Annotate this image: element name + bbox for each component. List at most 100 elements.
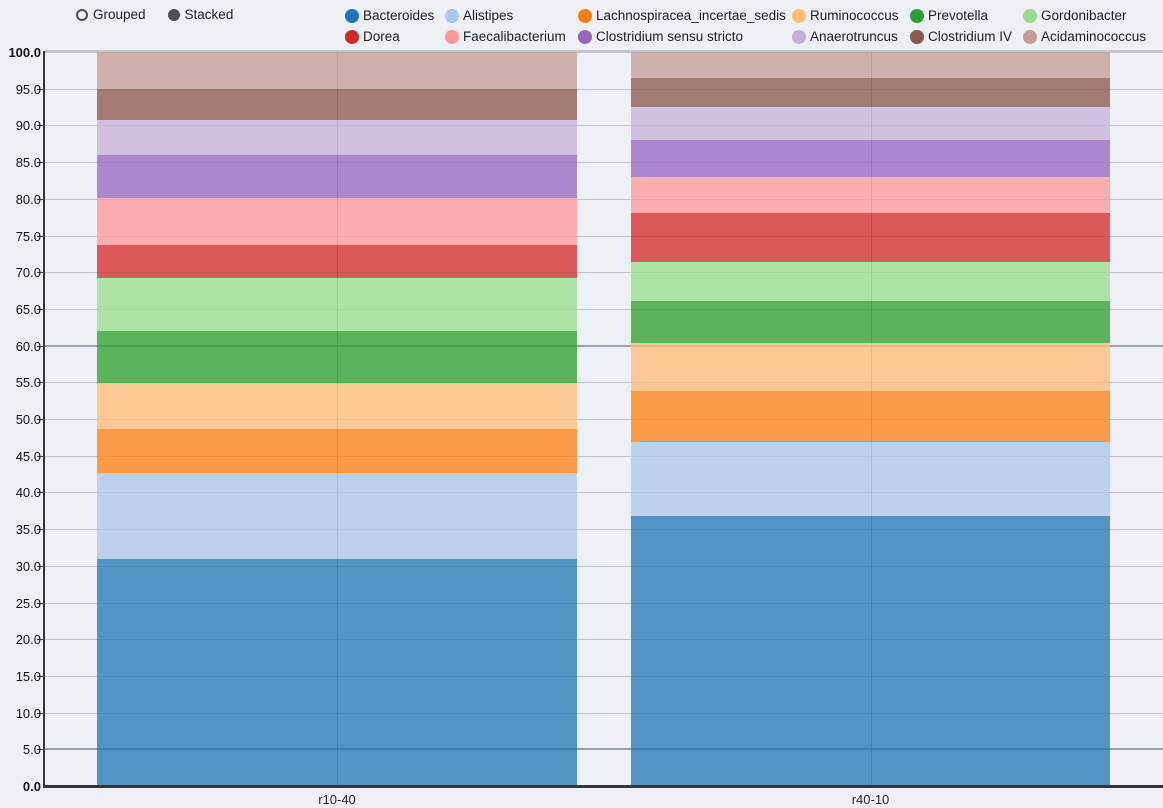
y-tick-15.0 (37, 675, 44, 677)
bar-segment-lachnospiracea-incertae-sedis-r10-40[interactable] (97, 428, 577, 474)
bar-segment-ruminococcus-r10-40[interactable] (97, 383, 577, 429)
bar-segment-anaerotruncus-r40-10[interactable] (631, 107, 1110, 141)
gridline-y-30 (45, 565, 1163, 567)
legend-swatch-icon (345, 30, 359, 44)
legend-swatch-icon (578, 9, 592, 23)
legend-swatch-icon (792, 30, 806, 44)
bar-segment-clostridium-sensu-stricto-r10-40[interactable] (97, 155, 577, 199)
legend-item-gordonibacter[interactable]: Gordonibacter (1023, 8, 1127, 24)
y-tick-90.0 (37, 125, 44, 127)
mode-toggle-grouped[interactable]: Grouped (76, 7, 146, 23)
bar-segment-acidaminococcus-r40-10[interactable] (631, 52, 1110, 79)
legend-item-label: Faecalibacterium (463, 29, 566, 44)
gridline-y-55 (45, 382, 1163, 384)
y-tick-85.0 (37, 162, 44, 164)
y-tick-label-80.0: 80.0 (15, 191, 41, 207)
y-tick-45.0 (37, 455, 44, 457)
gridline-y-100 (45, 52, 1163, 53)
bar-segment-gordonibacter-r40-10[interactable] (631, 261, 1110, 301)
gridline-y-50 (45, 419, 1163, 420)
gridline-y-80 (45, 198, 1163, 200)
y-tick-label-75.0: 75.0 (15, 228, 41, 244)
legend-item-clostridium-sensu-stricto[interactable]: Clostridium sensu stricto (578, 29, 743, 45)
radio-unselected-icon[interactable] (76, 9, 88, 21)
y-tick-label-45.0: 45.0 (15, 448, 41, 464)
legend-swatch-icon (1023, 30, 1037, 44)
bar-segment-prevotella-r40-10[interactable] (631, 300, 1110, 344)
mode-toggle-stacked[interactable]: Stacked (167, 7, 234, 23)
bar-segment-alistipes-r40-10[interactable] (631, 442, 1110, 516)
bar-segment-alistipes-r10-40[interactable] (97, 473, 577, 560)
y-tick-label-60.0: 60.0 (15, 338, 41, 354)
legend-item-acidaminococcus[interactable]: Acidaminococcus (1023, 29, 1146, 45)
legend-swatch-icon (792, 9, 806, 23)
y-tick-label-55.0: 55.0 (15, 375, 41, 391)
legend-item-label: Lachnospiracea_incertae_sedis (596, 8, 786, 23)
legend-swatch-icon (910, 9, 924, 23)
legend-item-label: Bacteroides (363, 8, 435, 23)
legend-item-label: Ruminococcus (810, 8, 899, 23)
legend-item-ruminococcus[interactable]: Ruminococcus (792, 8, 899, 24)
bar-segment-anaerotruncus-r10-40[interactable] (97, 120, 577, 156)
x-category-label-r10-40: r10-40 (318, 792, 356, 807)
legend-item-prevotella[interactable]: Prevotella (910, 8, 988, 24)
y-tick-75.0 (37, 235, 44, 237)
gridline-y-25 (45, 602, 1163, 604)
y-tick-label-35.0: 35.0 (15, 522, 41, 538)
chart-mode-toggle-group: Grouped Stacked (76, 7, 233, 23)
gridline-y-5 (45, 748, 1163, 751)
bar-segment-ruminococcus-r40-10[interactable] (631, 343, 1110, 392)
gridline-y-40 (45, 492, 1163, 494)
bar-segment-clostridium-sensu-stricto-r40-10[interactable] (631, 140, 1110, 177)
y-tick-40.0 (37, 492, 44, 494)
y-axis-line (43, 51, 45, 787)
bar-segment-clostridium-iv-r10-40[interactable] (97, 88, 577, 121)
legend-swatch-icon (910, 30, 924, 44)
legend-item-clostridium-iv[interactable]: Clostridium IV (910, 29, 1012, 45)
bar-segment-faecalibacterium-r40-10[interactable] (631, 176, 1110, 214)
legend-item-bacteroides[interactable]: Bacteroides (345, 8, 434, 24)
mode-toggle-stacked-label: Stacked (184, 7, 234, 22)
y-tick-55.0 (37, 382, 44, 384)
bar-segment-faecalibacterium-r10-40[interactable] (97, 198, 577, 246)
gridline-y-90 (45, 125, 1163, 127)
legend-item-label: Dorea (363, 29, 400, 44)
bar-segment-bacteroides-r10-40[interactable] (97, 559, 577, 786)
y-tick-80.0 (37, 198, 44, 200)
y-tick-5.0 (37, 749, 44, 751)
radio-selected-icon[interactable] (167, 9, 180, 21)
gridline-y-95 (45, 88, 1163, 90)
legend-item-label: Alistipes (463, 8, 514, 23)
bar-segment-gordonibacter-r10-40[interactable] (97, 278, 577, 331)
y-tick-label-30.0: 30.0 (15, 558, 41, 574)
y-tick-label-50.0: 50.0 (15, 412, 41, 427)
legend-item-faecalibacterium[interactable]: Faecalibacterium (445, 29, 566, 45)
legend-item-label: Gordonibacter (1041, 8, 1127, 23)
legend-swatch-icon (445, 9, 459, 23)
legend-item-lachnospiracea-incertae-sedis[interactable]: Lachnospiracea_incertae_sedis (578, 8, 786, 24)
plot-top-border (45, 50, 1163, 52)
bar-segment-dorea-r10-40[interactable] (97, 245, 577, 279)
bar-segment-dorea-r40-10[interactable] (631, 213, 1110, 262)
y-tick-label-100.0: 100.0 (8, 45, 41, 60)
bar-segment-clostridium-iv-r40-10[interactable] (631, 78, 1110, 108)
gridline-y-45 (45, 455, 1163, 457)
legend-item-dorea[interactable]: Dorea (345, 29, 400, 45)
y-tick-label-40.0: 40.0 (15, 485, 41, 501)
gridline-y-70 (45, 272, 1163, 274)
y-tick-label-85.0: 85.0 (15, 155, 41, 171)
legend-swatch-icon (445, 30, 459, 44)
y-tick-label-20.0: 20.0 (15, 632, 41, 648)
bar-segment-acidaminococcus-r10-40[interactable] (97, 51, 577, 89)
legend-swatch-icon (1023, 9, 1037, 23)
bar-segment-bacteroides-r40-10[interactable] (631, 515, 1110, 786)
bar-segment-prevotella-r10-40[interactable] (97, 330, 577, 384)
gridline-y-60 (45, 344, 1163, 347)
y-tick-70.0 (37, 272, 44, 274)
bar-segment-lachnospiracea-incertae-sedis-r40-10[interactable] (631, 391, 1110, 443)
legend-item-anaerotruncus[interactable]: Anaerotruncus (792, 29, 898, 45)
legend-item-label: Acidaminococcus (1041, 29, 1147, 44)
legend-item-alistipes[interactable]: Alistipes (445, 8, 513, 24)
y-tick-label-5.0: 5.0 (22, 742, 41, 758)
